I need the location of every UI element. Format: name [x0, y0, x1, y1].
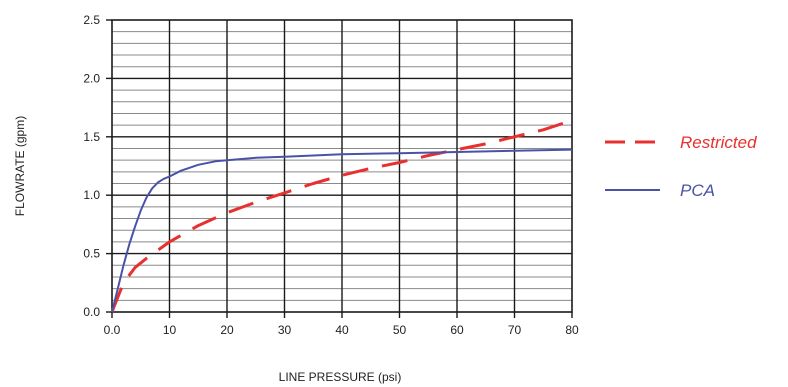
- x-tick-label: 60: [450, 323, 464, 337]
- legend-label-restricted: Restricted: [680, 133, 757, 152]
- x-tick-label: 20: [220, 323, 234, 337]
- y-tick-label: 0.0: [83, 305, 100, 319]
- x-tick-label: 30: [278, 323, 292, 337]
- series-line-pca: [111, 148, 573, 313]
- y-tick-label: 2.5: [83, 13, 100, 27]
- series-lines: [110, 118, 573, 313]
- x-tick-label: 0.0: [104, 323, 121, 337]
- y-tick-label: 1.5: [83, 130, 100, 144]
- x-axis-title: LINE PRESSURE (psi): [279, 370, 402, 384]
- legend: Restricted PCA: [605, 133, 757, 200]
- y-axis-title: FLOWRATE (gpm): [13, 116, 27, 216]
- x-tick-label: 70: [508, 323, 522, 337]
- y-tick-label: 1.0: [83, 188, 100, 202]
- x-tick-label: 40: [335, 323, 349, 337]
- x-tick-label: 80: [565, 323, 579, 337]
- y-tick-label: 0.5: [83, 247, 100, 261]
- x-tick-label: 50: [393, 323, 407, 337]
- x-tick-labels: 0.0 10 20 30 40 50 60 70 80: [104, 323, 579, 337]
- y-tick-label: 2.0: [83, 71, 100, 85]
- y-tick-labels: 0.0 0.5 1.0 1.5 2.0 2.5: [83, 13, 100, 319]
- series-line-restricted: [110, 118, 573, 313]
- axes: [106, 19, 573, 318]
- legend-label-pca: PCA: [680, 181, 715, 200]
- x-tick-label: 10: [163, 323, 177, 337]
- grid: [112, 20, 572, 312]
